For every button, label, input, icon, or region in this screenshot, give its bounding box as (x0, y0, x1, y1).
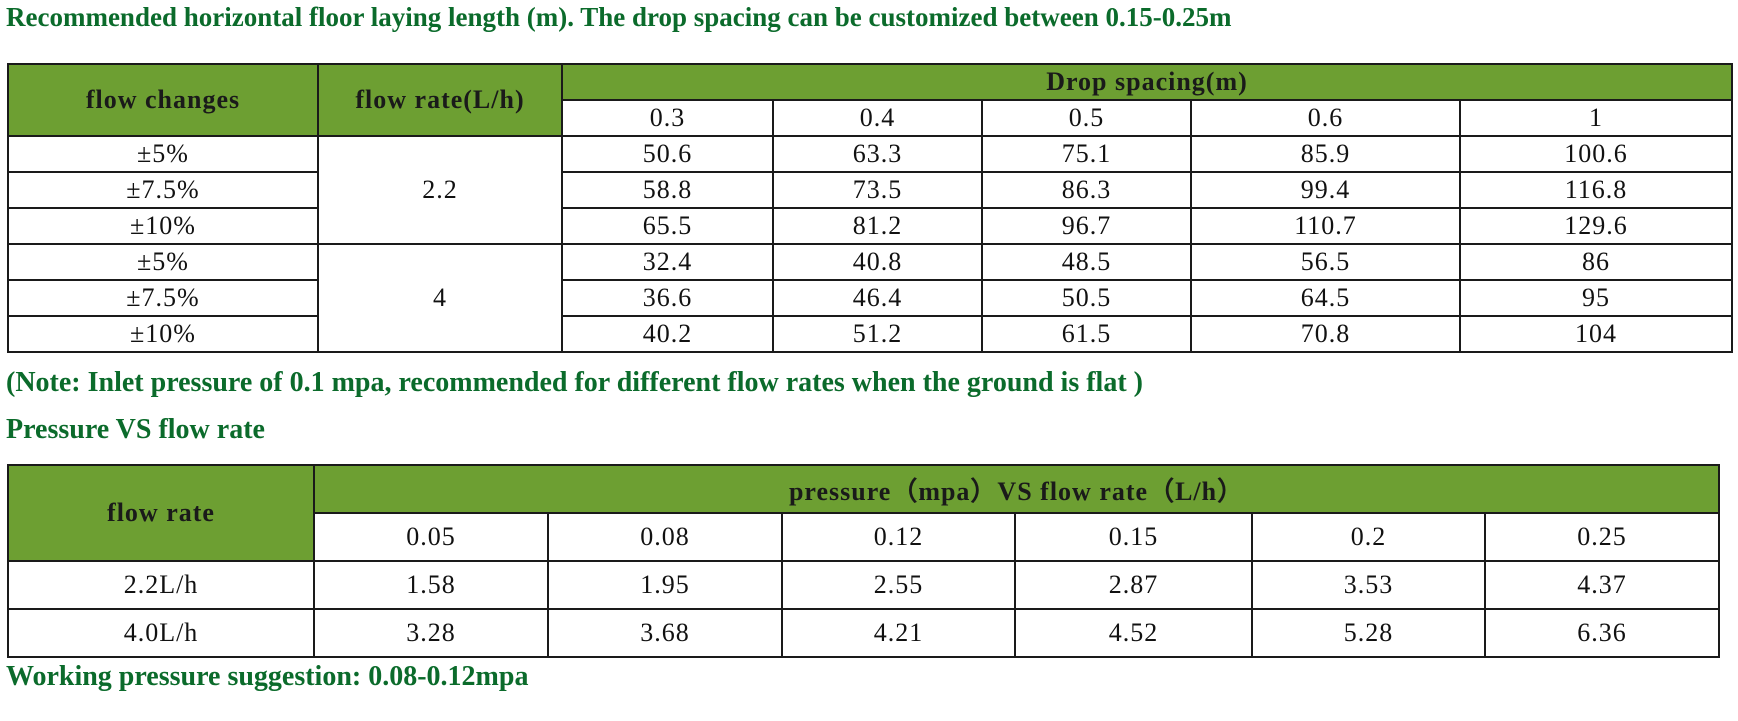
spacing-header: 0.3 (561, 99, 774, 137)
header-flow-changes: flow changes (7, 63, 319, 137)
section-heading: Pressure VS flow rate (6, 414, 265, 445)
length-cell: 50.5 (981, 279, 1192, 317)
length-cell: 64.5 (1190, 279, 1461, 317)
pressure-cell: 2.87 (1014, 560, 1253, 610)
header-pressure: pressure（mpa）VS flow rate（L/h） (312, 464, 1721, 514)
header-drop-spacing: Drop spacing(m) (561, 63, 1733, 101)
length-cell: 96.7 (981, 207, 1192, 245)
length-cell: 65.5 (561, 207, 774, 245)
length-cell: 100.6 (1459, 135, 1733, 173)
length-cell: 81.2 (772, 207, 983, 245)
pressure-cell: 1.58 (313, 560, 549, 610)
table-row: ±10% 40.2 51.2 61.5 70.8 104 (7, 315, 1733, 353)
page-heading: Recommended horizontal floor laying leng… (6, 2, 1232, 32)
pressure-flow-table: flow rate pressure（mpa）VS flow rate（L/h）… (7, 464, 1721, 658)
length-cell: 85.9 (1190, 135, 1461, 173)
flow-rate-cell: 4 (317, 243, 563, 353)
table-row: ±5% 4 32.4 40.8 48.5 56.5 86 (7, 243, 1733, 353)
flow-change-cell: ±10% (7, 315, 319, 353)
length-cell: 73.5 (772, 171, 983, 209)
length-cell: 129.6 (1459, 207, 1733, 245)
pressure-header: 0.12 (781, 512, 1016, 562)
table-row: 2.2L/h 1.58 1.95 2.55 2.87 3.53 4.37 (7, 560, 1721, 610)
pressure-cell: 5.28 (1251, 608, 1486, 658)
length-cell: 95 (1459, 279, 1733, 317)
length-cell: 32.4 (561, 243, 774, 281)
length-cell: 86.3 (981, 171, 1192, 209)
spacing-header: 0.4 (772, 99, 983, 137)
pressure-header: 0.25 (1483, 512, 1721, 562)
pressure-cell: 2.55 (781, 560, 1016, 610)
pressure-cell: 4.37 (1483, 560, 1721, 610)
pressure-cell: 3.28 (313, 608, 549, 658)
inlet-pressure-note: (Note: Inlet pressure of 0.1 mpa, recomm… (6, 367, 1143, 398)
pressure-cell: 6.36 (1483, 608, 1721, 658)
table-row: ±7.5% 58.8 73.5 86.3 99.4 116.8 (7, 171, 1733, 209)
pressure-cell: 4.52 (1014, 608, 1253, 658)
length-cell: 58.8 (561, 171, 774, 209)
pressure-cell: 1.95 (547, 560, 783, 610)
pressure-header: 0.15 (1014, 512, 1253, 562)
working-pressure-suggestion: Working pressure suggestion: 0.08-0.12mp… (6, 661, 529, 692)
table-row: 4.0L/h 3.28 3.68 4.21 4.52 5.28 6.36 (7, 608, 1721, 658)
length-cell: 51.2 (772, 315, 983, 353)
header-flow-rate: flow rate(L/h) (317, 63, 563, 137)
length-cell: 70.8 (1190, 315, 1461, 353)
length-cell: 56.5 (1190, 243, 1461, 281)
length-cell: 40.2 (561, 315, 774, 353)
length-cell: 46.4 (772, 279, 983, 317)
flow-change-cell: ±5% (7, 243, 319, 281)
length-cell: 36.6 (561, 279, 774, 317)
spacing-header: 0.5 (981, 99, 1192, 137)
laying-length-table: flow changes flow rate(L/h) Drop spacing… (7, 63, 1733, 353)
flow-change-cell: ±10% (7, 207, 319, 245)
flow-change-cell: ±7.5% (7, 171, 319, 209)
spacing-header: 0.6 (1190, 99, 1461, 137)
table-row: ±5% 2.2 50.6 63.3 75.1 85.9 100.6 (7, 135, 1733, 245)
length-cell: 50.6 (561, 135, 774, 173)
pressure-header: 0.05 (313, 512, 549, 562)
length-cell: 61.5 (981, 315, 1192, 353)
length-cell: 48.5 (981, 243, 1192, 281)
flow-rate-label: 2.2L/h (7, 560, 315, 610)
length-cell: 116.8 (1459, 171, 1733, 209)
pressure-header: 0.08 (547, 512, 783, 562)
table-row: ±7.5% 36.6 46.4 50.5 64.5 95 (7, 279, 1733, 317)
flow-rate-label: 4.0L/h (7, 608, 315, 658)
length-cell: 86 (1459, 243, 1733, 281)
length-cell: 63.3 (772, 135, 983, 173)
pressure-cell: 3.53 (1251, 560, 1486, 610)
length-cell: 110.7 (1190, 207, 1461, 245)
flow-rate-cell: 2.2 (317, 135, 563, 245)
length-cell: 40.8 (772, 243, 983, 281)
pressure-cell: 4.21 (781, 608, 1016, 658)
length-cell: 99.4 (1190, 171, 1461, 209)
length-cell: 104 (1459, 315, 1733, 353)
pressure-cell: 3.68 (547, 608, 783, 658)
spacing-header: 1 (1459, 99, 1733, 137)
flow-change-cell: ±7.5% (7, 279, 319, 317)
length-cell: 75.1 (981, 135, 1192, 173)
flow-change-cell: ±5% (7, 135, 319, 173)
pressure-header: 0.2 (1251, 512, 1486, 562)
table-row: ±10% 65.5 81.2 96.7 110.7 129.6 (7, 207, 1733, 245)
header-flow-rate: flow rate (7, 464, 315, 562)
